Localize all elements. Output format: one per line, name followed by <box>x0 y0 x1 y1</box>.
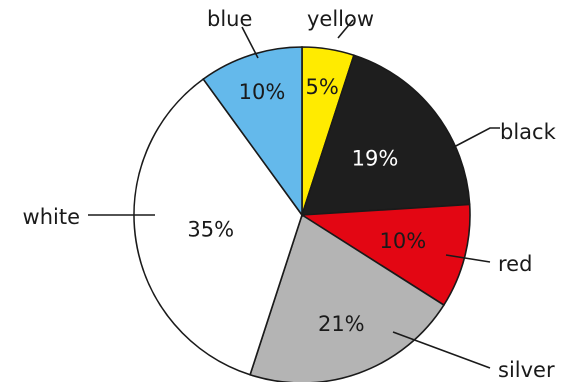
slice-name-label-blue: blue <box>207 7 252 31</box>
pie-slice-silver <box>249 213 445 382</box>
pie-slice-red <box>299 203 471 307</box>
leader-line-black <box>451 127 500 149</box>
slice-name-label-black: black <box>500 120 557 144</box>
pie-slice-white <box>133 77 303 376</box>
slice-value-label-white: 35% <box>187 218 234 242</box>
callout-leaders <box>88 19 500 369</box>
slice-name-label-yellow: yellow <box>307 7 374 31</box>
slice-value-label-yellow: 5% <box>306 75 339 99</box>
slice-value-label-black: 19% <box>352 146 399 170</box>
leader-line-yellow <box>337 19 354 39</box>
pie-slices <box>133 46 471 382</box>
leader-line-blue <box>241 26 259 59</box>
slice-name-label-silver: silver <box>498 358 555 382</box>
pie-slice-black <box>300 54 471 216</box>
slice-labels: yellow black red silver white blue <box>23 7 557 382</box>
slice-value-label-silver: 21% <box>318 312 365 336</box>
slice-value-label-blue: 10% <box>239 80 286 104</box>
leader-line-red <box>445 254 491 263</box>
slice-name-label-white: white <box>23 205 80 229</box>
pie-slice-blue <box>202 46 303 218</box>
slice-percentages: 5% 19% 10% 21% 35% 10% <box>187 75 426 336</box>
slice-value-label-red: 10% <box>380 229 427 253</box>
leader-line-silver <box>392 331 491 369</box>
slice-name-label-red: red <box>498 252 532 276</box>
